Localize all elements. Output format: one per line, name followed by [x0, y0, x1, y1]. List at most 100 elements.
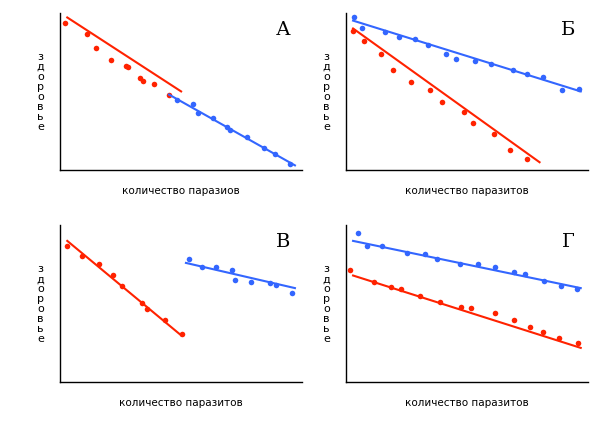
Point: [490, 264, 500, 271]
Point: [377, 51, 386, 58]
Point: [91, 45, 100, 51]
Point: [451, 55, 461, 62]
Point: [455, 260, 465, 267]
Point: [348, 27, 358, 34]
Text: з
д
о
р
о
в
ь
е: з д о р о в ь е: [323, 264, 330, 345]
Point: [554, 334, 563, 341]
Point: [469, 119, 478, 126]
Point: [425, 87, 435, 94]
Point: [437, 99, 446, 106]
Point: [345, 267, 355, 274]
Point: [473, 261, 483, 268]
Point: [106, 57, 116, 63]
Point: [62, 243, 72, 249]
Point: [222, 124, 232, 130]
Point: [246, 278, 256, 285]
Point: [377, 243, 386, 249]
Point: [433, 255, 442, 262]
Point: [520, 270, 530, 277]
Point: [184, 256, 194, 263]
Point: [369, 278, 379, 285]
Point: [394, 33, 404, 40]
Text: Г: Г: [562, 233, 575, 251]
Point: [508, 66, 518, 73]
Point: [358, 24, 367, 31]
Point: [388, 66, 398, 73]
Point: [285, 160, 295, 167]
Point: [138, 77, 148, 84]
Point: [410, 36, 420, 42]
Point: [137, 299, 146, 306]
Point: [436, 298, 445, 305]
Point: [242, 133, 251, 140]
Point: [61, 19, 70, 26]
Point: [143, 306, 152, 312]
Point: [265, 280, 275, 286]
Point: [403, 250, 412, 257]
Point: [135, 74, 145, 81]
Point: [272, 281, 281, 288]
Point: [95, 261, 104, 268]
Point: [406, 78, 416, 85]
Point: [557, 282, 566, 289]
Text: В: В: [275, 233, 290, 251]
Point: [423, 42, 433, 49]
Point: [526, 323, 535, 330]
Point: [124, 63, 133, 70]
Point: [82, 31, 92, 38]
Point: [509, 317, 518, 323]
Point: [421, 251, 430, 258]
Point: [557, 86, 567, 93]
Point: [380, 29, 389, 36]
Point: [193, 109, 202, 116]
Point: [466, 305, 475, 312]
Point: [117, 283, 127, 290]
Point: [173, 96, 182, 103]
Point: [490, 310, 500, 317]
Text: количество паразитов: количество паразитов: [119, 398, 243, 408]
Point: [287, 289, 297, 296]
Text: з
д
о
р
о
в
ь
е: з д о р о в ь е: [323, 52, 330, 132]
Text: А: А: [275, 21, 290, 39]
Point: [459, 109, 469, 116]
Point: [574, 340, 583, 347]
Text: з
д
о
р
о
в
ь
е: з д о р о в ь е: [37, 264, 44, 345]
Point: [489, 131, 499, 138]
Point: [456, 304, 466, 311]
Point: [149, 80, 159, 87]
Text: количество паразитов: количество паразитов: [405, 398, 529, 408]
Text: количество паразитов: количество паразитов: [405, 186, 529, 196]
Point: [442, 50, 451, 57]
Point: [523, 70, 532, 77]
Point: [486, 60, 496, 67]
Text: количество паразиов: количество паразиов: [122, 186, 240, 196]
Point: [270, 150, 280, 157]
Point: [121, 63, 130, 70]
Point: [109, 272, 118, 278]
Point: [160, 317, 170, 323]
Point: [538, 74, 548, 81]
Point: [509, 269, 519, 275]
Point: [164, 91, 174, 98]
Point: [386, 283, 396, 290]
Point: [362, 242, 372, 249]
Point: [226, 127, 235, 133]
Point: [470, 58, 479, 65]
Point: [208, 115, 218, 122]
Point: [353, 230, 363, 237]
Point: [77, 252, 86, 259]
Point: [522, 156, 532, 162]
Point: [415, 292, 425, 299]
Point: [211, 264, 221, 271]
Text: Б: Б: [562, 21, 576, 39]
Point: [227, 266, 236, 273]
Point: [505, 146, 514, 153]
Point: [574, 85, 584, 92]
Point: [539, 278, 549, 284]
Point: [230, 277, 240, 284]
Point: [359, 37, 368, 44]
Point: [572, 286, 581, 292]
Point: [259, 144, 268, 151]
Point: [538, 329, 548, 335]
Point: [349, 14, 359, 21]
